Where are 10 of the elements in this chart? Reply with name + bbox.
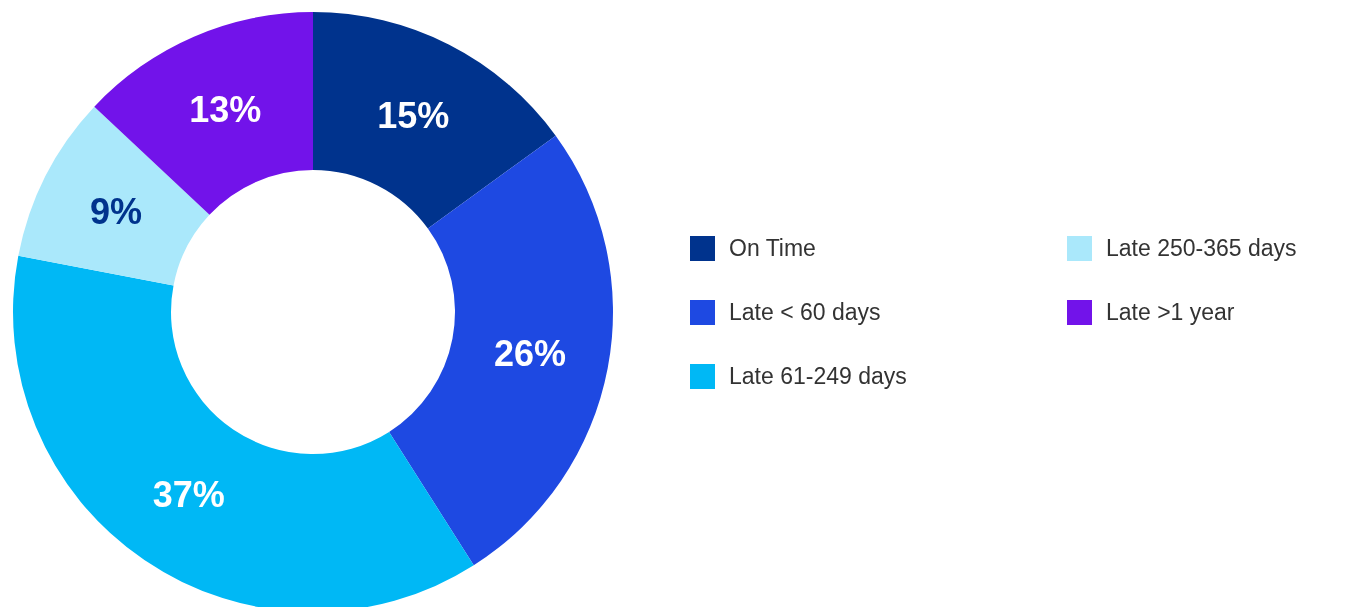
legend-label: Late >1 year [1106, 299, 1235, 325]
legend-label: Late 250-365 days [1106, 235, 1297, 261]
data-label: 26% [494, 332, 567, 374]
data-label: 37% [152, 474, 225, 516]
legend-label: On Time [729, 235, 816, 261]
data-label: 15% [377, 94, 450, 136]
legend-label: Late 61-249 days [729, 363, 907, 389]
legend-label: Late < 60 days [729, 299, 881, 325]
data-label: 13% [189, 88, 262, 130]
data-label: 9% [90, 191, 143, 233]
